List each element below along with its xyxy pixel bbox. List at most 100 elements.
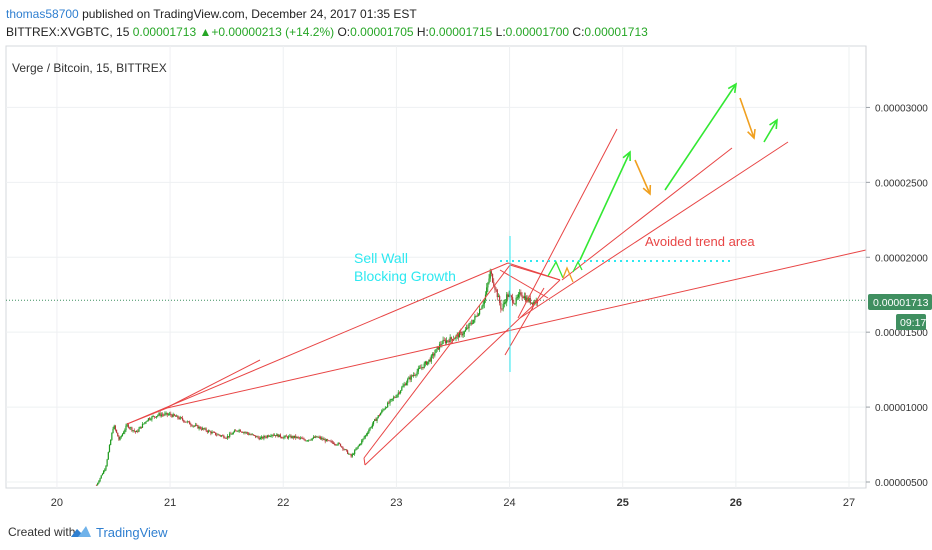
candle — [483, 298, 485, 309]
tradingview-brand-link[interactable]: TradingView — [96, 525, 168, 540]
candle — [308, 439, 310, 442]
candle-body — [98, 481, 100, 484]
candle-body — [214, 432, 217, 435]
candle-body — [480, 309, 482, 310]
candle — [166, 412, 168, 418]
candle-body — [289, 435, 291, 437]
candle-body — [97, 483, 99, 486]
candle — [238, 428, 240, 433]
candle — [296, 436, 298, 439]
candle — [329, 440, 331, 442]
candle — [213, 431, 215, 434]
candle-body — [308, 439, 310, 441]
last-price-tag-box — [868, 294, 932, 310]
candle — [211, 430, 213, 435]
candle-body — [397, 392, 399, 395]
candle-body — [446, 340, 448, 343]
candle — [515, 294, 517, 307]
candle — [381, 409, 383, 414]
candle — [178, 416, 180, 420]
orange-arrow-shaft — [634, 159, 651, 195]
candle — [118, 435, 120, 441]
candle-body — [416, 371, 418, 375]
candle — [172, 412, 174, 418]
candle-body — [200, 428, 203, 430]
candle-body — [166, 412, 168, 415]
candle-body — [501, 308, 503, 310]
candle-body — [104, 469, 106, 471]
candle — [223, 434, 225, 439]
candle-body — [190, 424, 192, 426]
candle-body — [479, 309, 481, 315]
candle — [430, 354, 432, 364]
candle-body — [528, 298, 530, 302]
tradingview-logo-icon[interactable] — [70, 523, 92, 541]
symbol-info: BITTREX:XVGBTC, 15 0.00001713 ▲+0.000002… — [6, 25, 648, 39]
candle-body — [232, 432, 234, 435]
candle — [137, 429, 139, 434]
candle-body — [179, 417, 181, 420]
candle-body — [301, 437, 303, 439]
candle — [392, 395, 395, 402]
candle — [152, 414, 154, 418]
candle — [379, 412, 382, 416]
candle — [450, 336, 452, 342]
candle — [521, 292, 523, 301]
candle — [421, 364, 423, 371]
candle — [164, 411, 166, 417]
candle-body — [521, 295, 523, 297]
orange-arrow — [739, 97, 756, 140]
candle-body — [170, 413, 172, 416]
candle-body — [278, 434, 280, 438]
candle-body — [113, 425, 115, 429]
candle — [363, 435, 365, 440]
candle — [218, 434, 220, 437]
candle — [214, 432, 217, 436]
green-arrow — [763, 118, 778, 143]
candle — [199, 426, 201, 430]
candle-body — [441, 343, 443, 345]
candle — [408, 376, 410, 380]
candle-body — [256, 436, 258, 438]
candle-body — [526, 297, 528, 302]
candle-body — [396, 394, 398, 398]
orange-arrow-head — [747, 128, 756, 140]
candle — [528, 297, 530, 303]
candle — [415, 373, 417, 378]
candle — [302, 436, 304, 440]
candle-body — [378, 415, 381, 417]
close-label: C: — [572, 25, 585, 39]
candle-body — [138, 428, 140, 432]
candle-body — [372, 421, 375, 425]
candle-body — [533, 301, 535, 305]
candle-body — [404, 384, 406, 386]
author-link[interactable]: thomas58700 — [6, 7, 79, 21]
candle-body — [383, 409, 385, 411]
candle — [378, 413, 381, 417]
candle — [435, 349, 437, 354]
candle — [224, 436, 226, 439]
candle-body — [150, 419, 152, 421]
candle-body — [158, 413, 160, 416]
candle — [231, 432, 233, 435]
candle-body — [194, 424, 197, 426]
candle — [357, 445, 359, 449]
candle-body — [429, 359, 431, 362]
candle-body — [263, 436, 265, 439]
candle-body — [497, 296, 500, 298]
candle-body — [128, 427, 131, 429]
candle — [127, 423, 129, 429]
candle-body — [377, 415, 379, 418]
candle-body — [110, 439, 112, 446]
candle — [115, 429, 118, 434]
candle — [260, 435, 263, 440]
candle — [105, 465, 107, 472]
candle — [304, 438, 306, 442]
candle-body — [349, 453, 351, 455]
candle-body — [251, 434, 253, 436]
candle — [503, 299, 505, 308]
candle — [191, 424, 193, 427]
blocking-growth-label: Blocking Growth — [354, 268, 456, 284]
candle-body — [391, 398, 393, 400]
